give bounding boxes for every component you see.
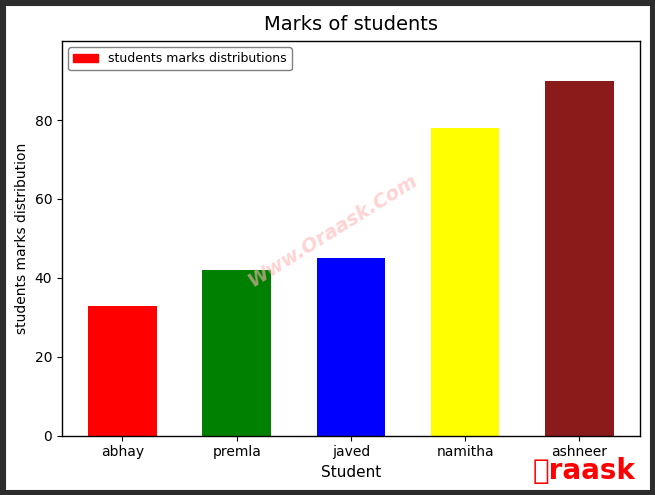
- Legend: students marks distributions: students marks distributions: [68, 48, 291, 70]
- Text: Www.Oraask.Com: Www.Oraask.Com: [246, 170, 422, 291]
- Bar: [545, 81, 614, 436]
- Y-axis label: students marks distribution: students marks distribution: [15, 143, 29, 334]
- Bar: [88, 305, 157, 436]
- Title: Marks of students: Marks of students: [264, 15, 438, 34]
- Bar: [431, 128, 500, 436]
- X-axis label: Student: Student: [321, 465, 381, 480]
- Text: Ⓞraask: Ⓞraask: [533, 457, 635, 485]
- Bar: [202, 270, 271, 436]
- Bar: [316, 258, 385, 436]
